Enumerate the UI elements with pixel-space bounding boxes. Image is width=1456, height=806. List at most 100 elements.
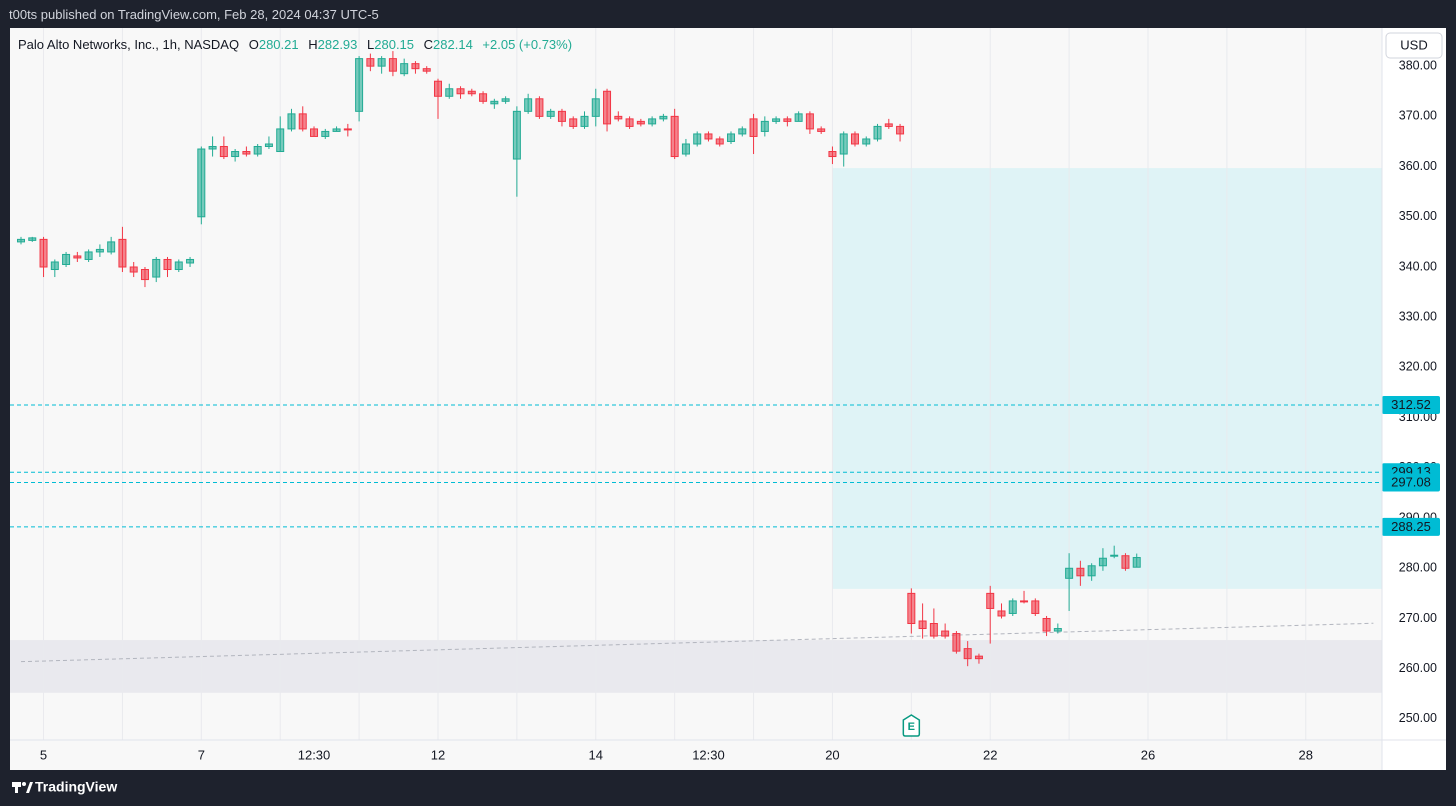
candle — [1008, 598, 1017, 616]
candle — [467, 88, 476, 97]
legend-key: H — [308, 37, 318, 52]
candle — [569, 116, 578, 129]
candle-body — [456, 88, 465, 95]
candle — [62, 251, 71, 268]
y-tick-label: 340.00 — [1399, 259, 1437, 273]
candle-body — [569, 118, 578, 127]
candle-body — [907, 592, 916, 625]
candle-body — [490, 100, 499, 105]
candle — [862, 136, 871, 147]
candle — [760, 116, 769, 137]
candle-body — [1121, 555, 1130, 569]
candle-body — [84, 251, 93, 260]
candle-body — [208, 145, 217, 150]
level-label: 288.25 — [1391, 519, 1431, 534]
candle — [896, 123, 905, 142]
candle-body — [1031, 600, 1040, 614]
candle — [524, 93, 533, 114]
candle — [28, 236, 37, 242]
y-tick-label: 370.00 — [1399, 109, 1437, 123]
candle-body — [603, 90, 612, 125]
level-label-box — [1382, 473, 1440, 492]
candle-body — [467, 90, 476, 95]
axes: 5 7 12:30 12 14 12:30 20 22 26 28 250.00 260.00 270.… — [40, 58, 1440, 762]
candle-body — [636, 120, 645, 125]
candle — [433, 78, 442, 119]
x-tick-label: 14 — [589, 747, 603, 762]
candle — [411, 61, 420, 74]
candle-body — [704, 133, 713, 140]
candle — [1087, 563, 1096, 581]
candle — [670, 108, 679, 160]
candle — [490, 98, 499, 109]
candle — [783, 116, 792, 127]
candle-body — [591, 98, 600, 117]
candle-body — [512, 110, 521, 160]
candle-body — [231, 151, 240, 158]
candle — [310, 126, 319, 137]
y-tick-label: 280.00 — [1399, 561, 1437, 575]
candle-body — [1020, 600, 1029, 603]
candle — [772, 116, 781, 124]
candle — [749, 113, 758, 155]
y-tick-label: 270.00 — [1399, 611, 1437, 625]
candle-body — [986, 592, 995, 609]
x-tick-label: 28 — [1299, 747, 1313, 762]
candle — [929, 608, 938, 639]
candle — [479, 91, 488, 104]
x-tick-label: 12:30 — [298, 747, 331, 762]
candle-body — [794, 113, 803, 122]
y-tick-label: 380.00 — [1399, 58, 1437, 72]
candle — [974, 653, 983, 664]
x-tick-label: 7 — [198, 747, 205, 762]
published-note: t00ts published on TradingView.com, Feb … — [9, 7, 379, 22]
candle-body — [1110, 554, 1119, 557]
candle-body — [828, 151, 837, 158]
grid — [43, 28, 1307, 740]
x-tick-label: 20 — [825, 747, 839, 762]
symbol-title: Palo Alto Networks, Inc., 1h, NASDAQ — [18, 37, 240, 52]
candle — [400, 58, 409, 77]
candle — [332, 126, 341, 132]
candle — [152, 256, 161, 283]
candle-body — [997, 610, 1006, 617]
candle-body — [817, 128, 826, 132]
candle — [276, 116, 285, 153]
candle-body — [174, 261, 183, 271]
candle — [163, 256, 172, 278]
candle-body — [941, 630, 950, 637]
candle — [817, 126, 826, 134]
legend-value: 282.14 — [433, 37, 473, 52]
candle — [1132, 553, 1141, 568]
event-label: E — [908, 721, 915, 733]
candle — [107, 236, 116, 255]
candle — [422, 66, 431, 74]
candle-body — [648, 118, 657, 125]
candle-body — [772, 118, 781, 122]
y-tick-label: 260.00 — [1399, 661, 1437, 675]
legend-value: 280.15 — [374, 37, 415, 52]
candle — [253, 143, 262, 157]
candle-body — [377, 58, 386, 67]
candle — [197, 146, 206, 225]
currency-box[interactable] — [1385, 32, 1443, 59]
candle — [321, 128, 330, 139]
candle-body — [118, 238, 127, 268]
candle-body — [445, 88, 454, 97]
candle-body — [433, 80, 442, 97]
candle — [907, 588, 916, 634]
candle-body — [219, 145, 228, 158]
candle — [557, 108, 566, 127]
candles — [17, 51, 1141, 667]
candle-body — [50, 261, 59, 271]
candle-body — [963, 648, 972, 660]
candle-body — [1042, 617, 1051, 632]
candle-body — [896, 125, 905, 135]
candle-body — [332, 128, 341, 132]
candle — [648, 116, 657, 127]
legend-change: +2.05 (+0.73%) — [482, 37, 573, 52]
candle-body — [546, 110, 555, 117]
candle — [603, 88, 612, 132]
candle — [715, 136, 724, 147]
candle-body — [1065, 567, 1074, 579]
